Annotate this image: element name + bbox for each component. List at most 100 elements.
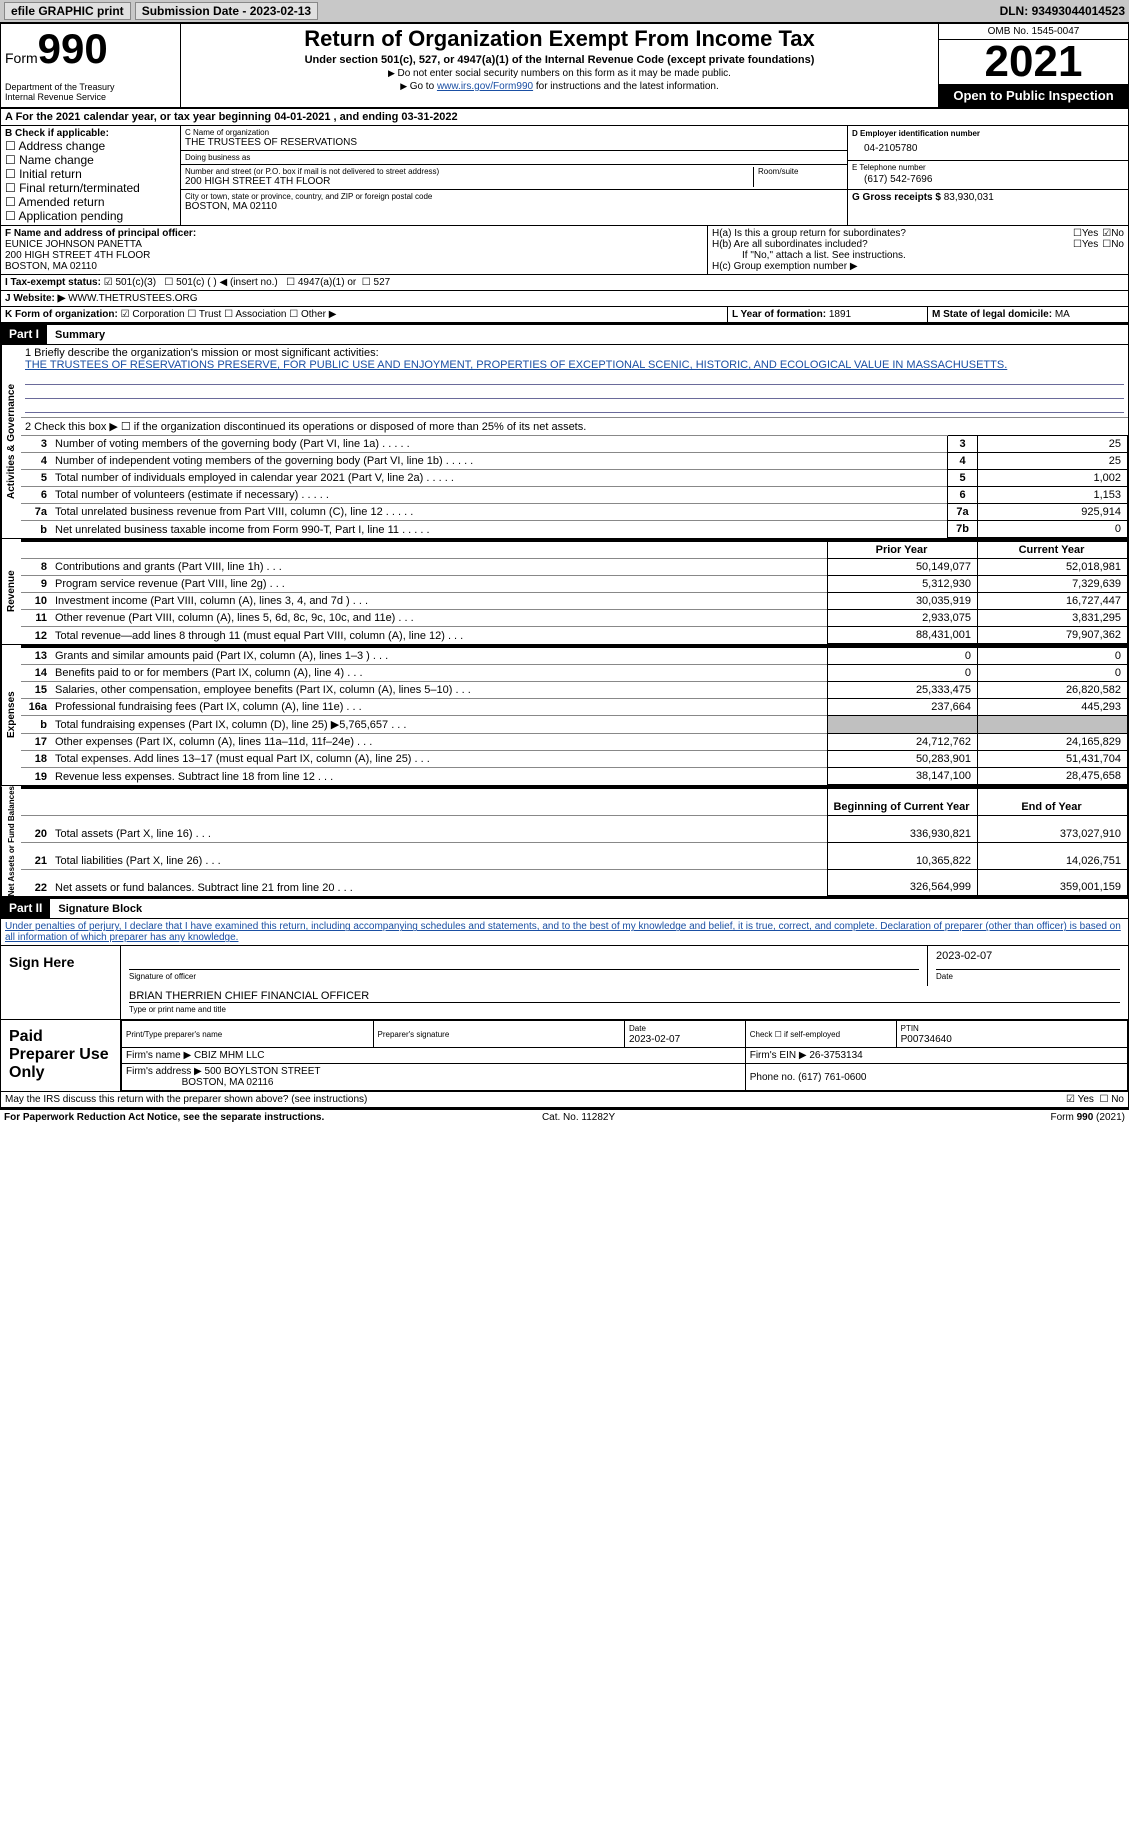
- col-begin-year: Beginning of Current Year: [828, 788, 978, 816]
- table-row: 11Other revenue (Part VIII, column (A), …: [21, 610, 1128, 627]
- ein-value: 04-2105780: [852, 139, 1124, 158]
- chk-4947[interactable]: ☐ 4947(a)(1) or: [286, 277, 356, 288]
- part2-bar: Part II Signature Block: [0, 899, 1129, 919]
- firm-addr2: BOSTON, MA 02116: [182, 1077, 274, 1088]
- chk-assoc[interactable]: ☐ Association: [224, 309, 286, 320]
- exp-table: 13Grants and similar amounts paid (Part …: [21, 645, 1128, 785]
- form990-link[interactable]: www.irs.gov/Form990: [437, 81, 533, 92]
- officer-addr2: BOSTON, MA 02110: [5, 261, 97, 272]
- chk-initial-return[interactable]: ☐ Initial return: [5, 167, 82, 181]
- table-row: 12Total revenue—add lines 8 through 11 (…: [21, 627, 1128, 644]
- firm-name-label: Firm's name ▶: [126, 1050, 191, 1061]
- ha-no[interactable]: ☑No: [1102, 228, 1124, 239]
- city-label: City or town, state or province, country…: [185, 192, 843, 201]
- form-subtitle: Under section 501(c), 527, or 4947(a)(1)…: [187, 54, 932, 66]
- part1-bar: Part I Summary: [0, 325, 1129, 345]
- signature-block: Sign Here Signature of officer 2023-02-0…: [0, 946, 1129, 1020]
- discuss-row: May the IRS discuss this return with the…: [0, 1092, 1129, 1108]
- dln: DLN: 93493044014523: [1000, 4, 1125, 18]
- chk-527[interactable]: ☐ 527: [362, 277, 390, 288]
- col-current-year: Current Year: [978, 541, 1128, 559]
- m-label: M State of legal domicile:: [932, 309, 1055, 320]
- firm-ein-label: Firm's EIN ▶: [750, 1050, 807, 1061]
- a-line: A For the 2021 calendar year, or tax yea…: [0, 109, 1129, 126]
- col-b-checkboxes: B Check if applicable: ☐ Address change …: [1, 126, 181, 225]
- tax-exempt-row: I Tax-exempt status: ☑ 501(c)(3) ☐ 501(c…: [0, 275, 1129, 291]
- gov-block: Activities & Governance 1 Briefly descri…: [0, 345, 1129, 539]
- chk-other[interactable]: ☐ Other ▶: [289, 309, 336, 320]
- table-row: 10Investment income (Part VIII, column (…: [21, 593, 1128, 610]
- prep-sig-label: Preparer's signature: [378, 1030, 450, 1039]
- cat-number: Cat. No. 11282Y: [542, 1112, 615, 1123]
- mission-text: THE TRUSTEES OF RESERVATIONS PRESERVE, F…: [25, 359, 1007, 371]
- officer-print-label: Type or print name and title: [129, 1005, 226, 1014]
- paid-prep-label: Paid Preparer Use Only: [1, 1020, 121, 1091]
- efile-print-button[interactable]: efile GRAPHIC print: [4, 2, 131, 20]
- table-row: 17Other expenses (Part IX, column (A), l…: [21, 734, 1128, 751]
- prep-date-value: 2023-02-07: [629, 1034, 680, 1045]
- room-label: Room/suite: [758, 167, 843, 176]
- ptin-value: P00734640: [901, 1034, 952, 1045]
- q2-text: 2 Check this box ▶ ☐ if the organization…: [21, 418, 1128, 436]
- table-row: 14Benefits paid to or for members (Part …: [21, 665, 1128, 682]
- chk-name-change[interactable]: ☐ Name change: [5, 153, 94, 167]
- discuss-no[interactable]: ☐ No: [1099, 1094, 1124, 1105]
- sig-date-label: Date: [936, 972, 953, 981]
- table-row: 5Total number of individuals employed in…: [21, 470, 1128, 487]
- e-phone-label: E Telephone number: [852, 163, 1124, 172]
- k-l-m-row: K Form of organization: ☑ Corporation ☐ …: [0, 307, 1129, 325]
- chk-final-return[interactable]: ☐ Final return/terminated: [5, 181, 140, 195]
- firm-addr1: 500 BOYLSTON STREET: [205, 1066, 321, 1077]
- f-officer-label: F Name and address of principal officer:: [5, 228, 196, 239]
- chk-501c[interactable]: ☐ 501(c) ( ) ◀ (insert no.): [164, 277, 277, 288]
- k-label: K Form of organization:: [5, 309, 118, 320]
- vlabel-exp: Expenses: [1, 645, 21, 785]
- table-row: 9Program service revenue (Part VIII, lin…: [21, 576, 1128, 593]
- prep-table: Print/Type preparer's name Preparer's si…: [121, 1020, 1128, 1091]
- ha-yes[interactable]: ☐Yes: [1073, 228, 1098, 239]
- table-row: 8Contributions and grants (Part VIII, li…: [21, 559, 1128, 576]
- table-row: bNet unrelated business taxable income f…: [21, 521, 1128, 538]
- table-row: 6Total number of volunteers (estimate if…: [21, 487, 1128, 504]
- d-ein-label: D Employer identification number: [852, 129, 980, 138]
- table-row: 18Total expenses. Add lines 13–17 (must …: [21, 751, 1128, 768]
- vlabel-net: Net Assets or Fund Balances: [1, 786, 21, 896]
- part2-title: Part II: [1, 899, 50, 918]
- topbar: efile GRAPHIC print Submission Date - 20…: [0, 0, 1129, 23]
- part2-heading: Signature Block: [50, 903, 142, 915]
- table-row: 4Number of independent voting members of…: [21, 453, 1128, 470]
- submission-date-button[interactable]: Submission Date - 2023-02-13: [135, 2, 318, 20]
- prep-name-label: Print/Type preparer's name: [126, 1030, 222, 1039]
- ptin-label: PTIN: [901, 1024, 919, 1033]
- officer-addr1: 200 HIGH STREET 4TH FLOOR: [5, 250, 150, 261]
- identity-block: B Check if applicable: ☐ Address change …: [0, 126, 1129, 226]
- table-row: 22Net assets or fund balances. Subtract …: [21, 869, 1128, 896]
- header-right: OMB No. 1545-0047 2021 Open to Public In…: [938, 24, 1128, 107]
- tax-year: 2021: [939, 40, 1128, 84]
- discuss-text: May the IRS discuss this return with the…: [5, 1094, 1066, 1105]
- street-label: Number and street (or P.O. box if mail i…: [185, 167, 753, 176]
- street-value: 200 HIGH STREET 4TH FLOOR: [185, 176, 753, 187]
- prep-date-label: Date: [629, 1024, 646, 1033]
- part1-title: Part I: [1, 325, 47, 344]
- hb-label: H(b) Are all subordinates included?: [712, 239, 1069, 250]
- chk-corp[interactable]: ☑ Corporation: [121, 309, 185, 320]
- chk-501c3[interactable]: ☑ 501(c)(3): [104, 277, 156, 288]
- vlabel-rev: Revenue: [1, 539, 21, 644]
- ha-label: H(a) Is this a group return for subordin…: [712, 228, 1069, 239]
- firm-name-value: CBIZ MHM LLC: [194, 1050, 265, 1061]
- hb-yes[interactable]: ☐Yes: [1073, 239, 1098, 250]
- col-c: C Name of organization THE TRUSTEES OF R…: [181, 126, 848, 225]
- hb-no[interactable]: ☐No: [1102, 239, 1124, 250]
- declaration-text: Under penalties of perjury, I declare th…: [0, 919, 1129, 946]
- chk-amended-return[interactable]: ☐ Amended return: [5, 195, 105, 209]
- q1-label: 1 Briefly describe the organization's mi…: [25, 347, 379, 359]
- chk-address-change[interactable]: ☐ Address change: [5, 139, 105, 153]
- chk-application-pending[interactable]: ☐ Application pending: [5, 209, 123, 223]
- net-block: Net Assets or Fund Balances Beginning of…: [0, 786, 1129, 899]
- officer-group-block: F Name and address of principal officer:…: [0, 226, 1129, 275]
- chk-trust[interactable]: ☐ Trust: [187, 309, 221, 320]
- firm-ein-value: 26-3753134: [809, 1050, 862, 1061]
- discuss-yes[interactable]: ☑ Yes: [1066, 1094, 1094, 1105]
- table-row: bTotal fundraising expenses (Part IX, co…: [21, 716, 1128, 734]
